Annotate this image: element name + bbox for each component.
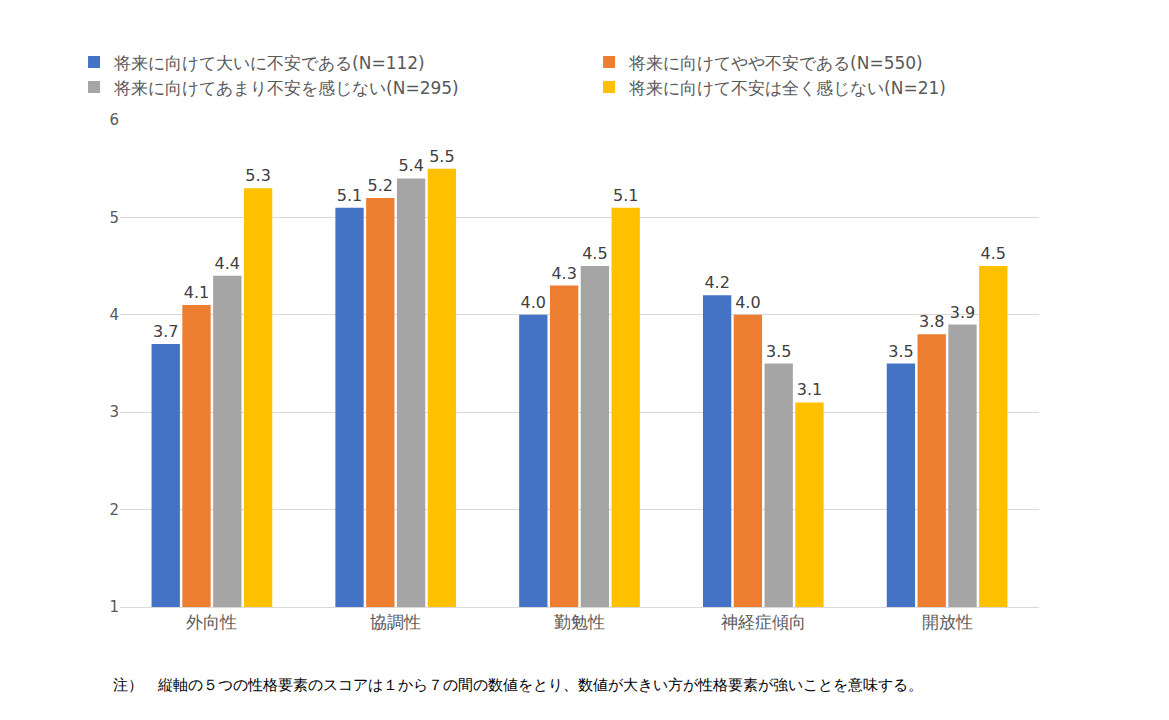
svg-text:4.0: 4.0 <box>521 293 546 312</box>
svg-text:4.1: 4.1 <box>184 283 209 302</box>
svg-text:3.8: 3.8 <box>919 312 944 331</box>
svg-text:4.0: 4.0 <box>735 293 760 312</box>
svg-text:将来に向けて不安は全く感じない(N=21): 将来に向けて不安は全く感じない(N=21) <box>628 78 946 98</box>
svg-text:3.9: 3.9 <box>950 303 975 322</box>
svg-text:勤勉性: 勤勉性 <box>554 612 605 632</box>
svg-text:5.5: 5.5 <box>429 147 454 166</box>
svg-text:4.2: 4.2 <box>704 273 729 292</box>
svg-text:開放性: 開放性 <box>922 612 973 632</box>
svg-text:4.5: 4.5 <box>981 244 1006 263</box>
svg-text:5.3: 5.3 <box>245 166 270 185</box>
svg-text:4.4: 4.4 <box>215 254 240 273</box>
svg-text:将来に向けてあまり不安を感じない(N=295): 将来に向けてあまり不安を感じない(N=295) <box>113 78 459 98</box>
svg-text:将来に向けて大いに不安である(N=112): 将来に向けて大いに不安である(N=112) <box>113 53 425 73</box>
svg-text:5.1: 5.1 <box>613 186 638 205</box>
svg-text:3.1: 3.1 <box>797 380 822 399</box>
svg-text:5: 5 <box>109 209 119 227</box>
svg-text:4.5: 4.5 <box>582 244 607 263</box>
svg-text:注） 縦軸の５つの性格要素のスコアは１から７の間の数値をとり: 注） 縦軸の５つの性格要素のスコアは１から７の間の数値をとり、数値が大きい方が性… <box>113 676 923 694</box>
svg-text:3.7: 3.7 <box>153 322 178 341</box>
svg-text:4.3: 4.3 <box>551 264 576 283</box>
svg-text:1: 1 <box>109 598 119 616</box>
svg-text:将来に向けてやや不安である(N=550): 将来に向けてやや不安である(N=550) <box>628 53 923 73</box>
svg-text:2: 2 <box>109 501 119 519</box>
svg-text:神経症傾向: 神経症傾向 <box>721 612 806 632</box>
svg-text:3.5: 3.5 <box>766 342 791 361</box>
svg-text:3.5: 3.5 <box>888 342 913 361</box>
svg-text:4: 4 <box>109 306 119 324</box>
svg-text:5.2: 5.2 <box>368 176 393 195</box>
svg-text:協調性: 協調性 <box>370 612 421 632</box>
svg-text:3: 3 <box>109 403 119 421</box>
svg-text:6: 6 <box>109 111 119 129</box>
svg-text:5.4: 5.4 <box>398 156 423 175</box>
svg-text:5.1: 5.1 <box>337 186 362 205</box>
svg-text:外向性: 外向性 <box>186 612 237 632</box>
